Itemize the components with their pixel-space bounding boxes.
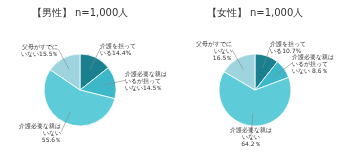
html-text:【女性】 n=1,000人: 【女性】 n=1,000人: [206, 7, 304, 18]
html-text:【男性】 n=1,000人: 【男性】 n=1,000人: [31, 7, 129, 18]
svg-text:介護必要な親はいない64.2％: 介護必要な親はいない64.2％: [230, 125, 272, 146]
svg-text:介護必要な親はいるが担っていない14.5％: 介護必要な親はいるが担っていない14.5％: [125, 70, 167, 92]
html-text:介護を担って: 介護を担って: [270, 39, 307, 47]
svg-text:介護必要な親はいるが担っていない 8.6％: 介護必要な親はいるが担っていない 8.6％: [292, 52, 334, 74]
svg-text:父母がすでにいない15.5％: 父母がすでにいない15.5％: [21, 42, 58, 57]
html-text:いる10.7%: いる10.7%: [270, 46, 302, 54]
svg-text:介護を担っている14.4%: 介護を担っている14.4%: [100, 42, 136, 56]
svg-text:介護必要な親はいない55.6％: 介護必要な親はいない55.6％: [19, 121, 61, 142]
svg-text:父母がすでにいない16.5％: 父母がすでにいない16.5％: [196, 40, 232, 61]
